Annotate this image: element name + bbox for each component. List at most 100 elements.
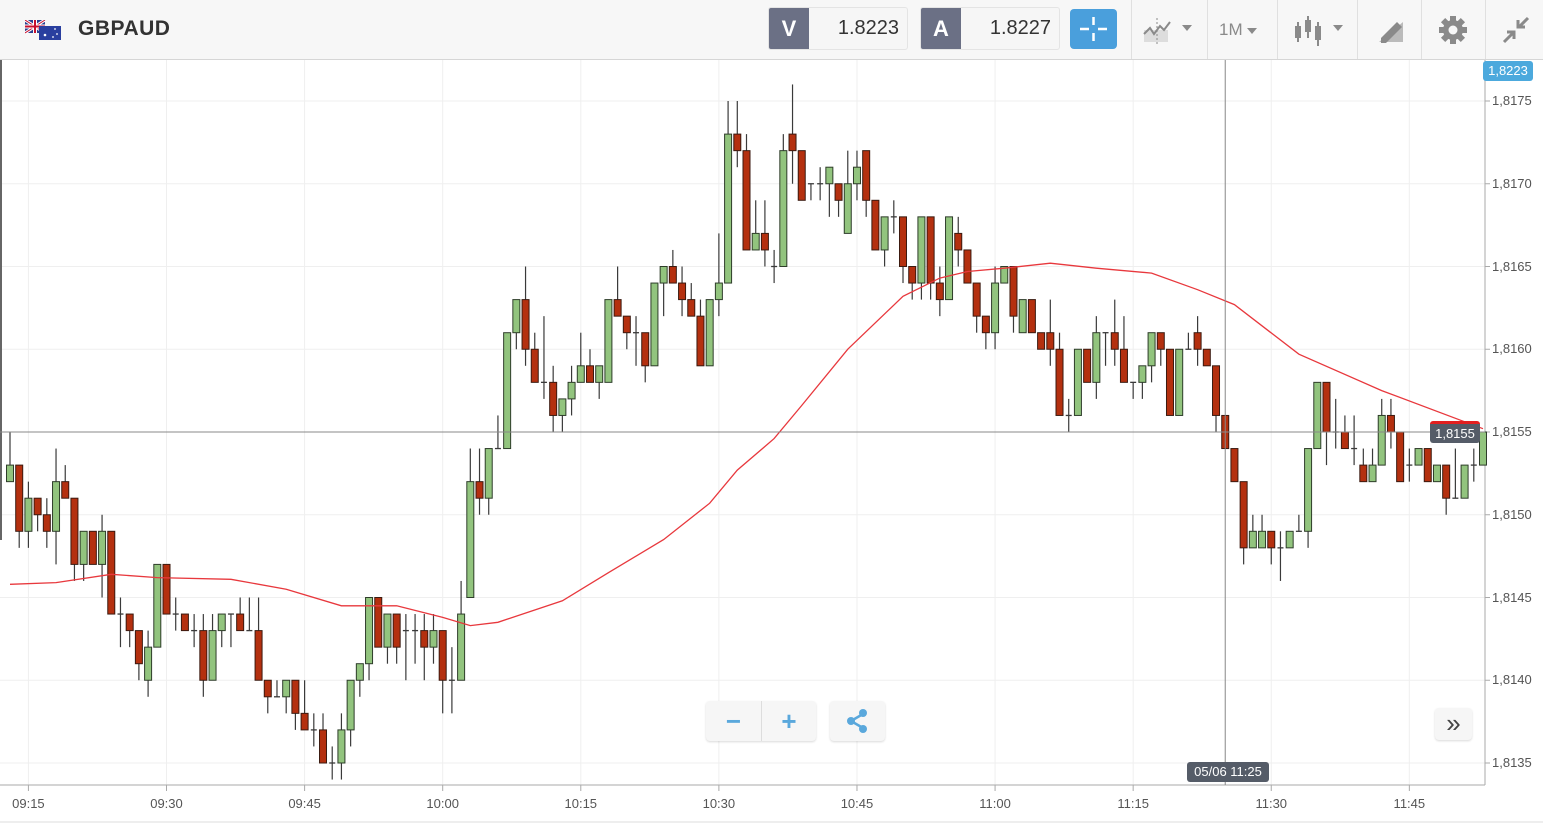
candle-down (622, 315, 631, 350)
crosshair-button[interactable] (1070, 9, 1117, 49)
x-tick-label: 10:30 (702, 796, 736, 811)
indicators-button[interactable] (1140, 12, 1200, 48)
candle-up (650, 282, 659, 367)
current-price-tag: 1,8155 (1430, 421, 1480, 443)
candle-up (1460, 464, 1469, 499)
candle-up (1138, 365, 1147, 399)
buy-button[interactable]: A 1.8227 (920, 7, 1060, 50)
candle-body (567, 381, 576, 400)
y-tick-label: 1,8175 (1492, 93, 1532, 108)
candle-body (15, 464, 24, 532)
candle-up (1248, 514, 1257, 549)
candle-down (374, 597, 383, 648)
sell-button[interactable]: V 1.8223 (768, 7, 908, 50)
candle-body (70, 497, 79, 565)
candle-up (346, 679, 355, 747)
candle-body (972, 282, 981, 317)
candle-body (88, 530, 97, 565)
candle-up (595, 365, 604, 399)
settings-button[interactable] (1437, 12, 1469, 48)
x-tick-label: 11:15 (1117, 796, 1149, 811)
candle-down (180, 613, 189, 632)
candle-down (613, 266, 622, 317)
candle-body (1027, 299, 1036, 334)
candle-down (33, 497, 42, 532)
candle-up (144, 630, 153, 697)
candle-up (890, 200, 897, 234)
candle-up (807, 183, 814, 201)
crosshair-time-tag: 05/06 11:25 (1187, 762, 1269, 782)
candle-body (236, 613, 245, 632)
candle-body (61, 481, 70, 499)
candle-body (825, 166, 834, 185)
candle-up (1073, 348, 1082, 416)
share-button[interactable] (830, 701, 885, 741)
zoom-out-button[interactable]: − (725, 706, 742, 736)
candle-body (503, 332, 512, 450)
x-tick-label: 10:15 (564, 796, 598, 811)
candle-up (429, 614, 438, 664)
candle-body (52, 481, 61, 532)
candle-up (604, 299, 613, 383)
chevron-down-icon (1182, 25, 1192, 31)
candle-up (1479, 431, 1487, 466)
collapse-button[interactable] (1500, 12, 1532, 48)
candle-body (549, 381, 558, 416)
candle-body (153, 563, 162, 648)
candle-down (1027, 299, 1036, 334)
candle-body (1340, 431, 1349, 450)
ask-price-tag: 1,8223 (1483, 61, 1533, 81)
candle-body (1460, 464, 1469, 499)
candle-body (1414, 448, 1423, 466)
candle-up (172, 597, 179, 631)
candle-up (466, 448, 475, 598)
separator (761, 701, 762, 741)
timeframe-dropdown[interactable]: 1M (1219, 12, 1269, 48)
candle-body (862, 150, 871, 201)
x-tick-label: 09:45 (288, 796, 321, 811)
candle-body (1432, 464, 1441, 483)
candle-down (1322, 381, 1331, 466)
candle-down (319, 713, 328, 764)
candle-up (1452, 448, 1459, 499)
candle-body (438, 630, 447, 681)
drawing-tools-button[interactable] (1375, 12, 1407, 48)
candle-up (540, 316, 547, 399)
candle-body (1396, 431, 1405, 483)
separator (1131, 0, 1132, 59)
candle-body (521, 299, 530, 350)
candle-up (945, 216, 954, 301)
buy-label: A (921, 8, 961, 49)
candle-down (1119, 316, 1128, 383)
symbol-title: GBPAUD (78, 17, 171, 40)
toolbar: GBPAUD V 1.8223 A 1.8227 1M (0, 0, 1543, 60)
x-tick-label: 11:45 (1393, 796, 1426, 811)
candle-down (788, 84, 797, 184)
zoom-in-button[interactable]: + (781, 706, 797, 736)
candle-body (1119, 348, 1128, 383)
candle-down (1046, 299, 1055, 366)
candle-down (981, 315, 990, 350)
candle-up (365, 597, 374, 681)
candle-body (6, 464, 14, 483)
candle-up (337, 713, 346, 780)
candle-body (678, 282, 687, 301)
chart-type-button[interactable] (1293, 12, 1348, 48)
candle-body (355, 663, 364, 681)
candle-body (107, 530, 116, 615)
candle-up (1018, 299, 1027, 334)
candle-down (954, 216, 963, 267)
candle-body (144, 646, 153, 681)
candle-up (503, 332, 512, 450)
candle-down (61, 465, 70, 499)
scroll-to-latest-button[interactable]: » (1435, 708, 1472, 740)
candle-down (1165, 348, 1174, 416)
candle-body (263, 679, 272, 698)
candle-down (1396, 431, 1405, 483)
left-edge (0, 60, 2, 540)
y-tick-label: 1,8140 (1492, 672, 1532, 688)
candle-down (1202, 348, 1211, 367)
candle-body (1212, 365, 1221, 416)
candle-body (1073, 348, 1082, 416)
